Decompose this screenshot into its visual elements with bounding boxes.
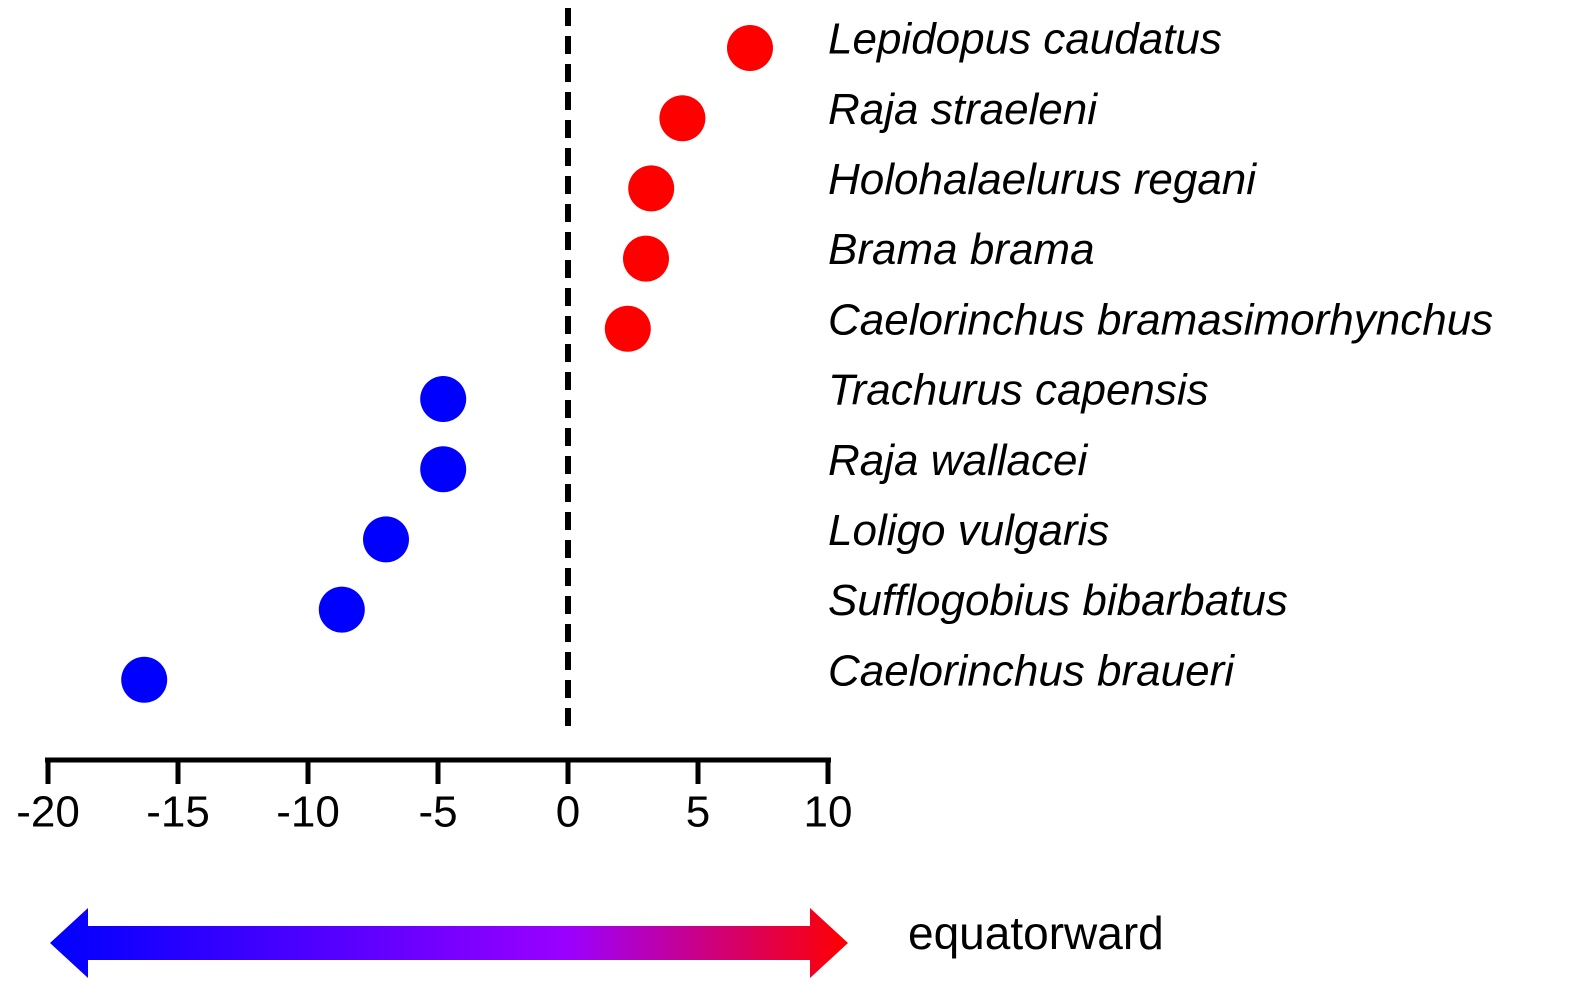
category-label: Loligo vulgaris (828, 506, 1109, 555)
arrow-label: equatorward (908, 907, 1164, 959)
dot (420, 376, 467, 422)
x-tick-label: -15 (146, 788, 210, 837)
dot (727, 25, 773, 71)
dot (604, 305, 651, 352)
x-tick-label: 5 (686, 788, 710, 837)
dot (420, 446, 467, 493)
dot (121, 656, 168, 703)
x-tick-label: 0 (556, 788, 580, 837)
x-tick-label: -10 (276, 788, 340, 837)
category-label: Holohalaelurus regani (828, 155, 1257, 204)
category-label: Caelorinchus braueri (828, 646, 1235, 695)
category-label: Trachurus capensis (828, 366, 1209, 415)
category-label: Caelorinchus bramasimorhynchus (828, 295, 1493, 344)
dot (318, 586, 365, 633)
category-label: Raja wallacei (828, 436, 1088, 485)
category-label: Brama brama (828, 225, 1095, 274)
category-label: Sufflogobius bibarbatus (828, 576, 1288, 625)
x-tick-label: -5 (418, 788, 457, 837)
x-tick-label: -20 (16, 788, 80, 837)
direction-arrow (50, 908, 848, 978)
x-tick-label: 10 (804, 788, 853, 837)
category-label: Lepidopus caudatus (828, 15, 1222, 64)
category-label: Raja straeleni (828, 85, 1098, 134)
dot (363, 516, 409, 563)
dot (659, 95, 706, 142)
dot (623, 235, 669, 282)
dot (628, 165, 675, 212)
